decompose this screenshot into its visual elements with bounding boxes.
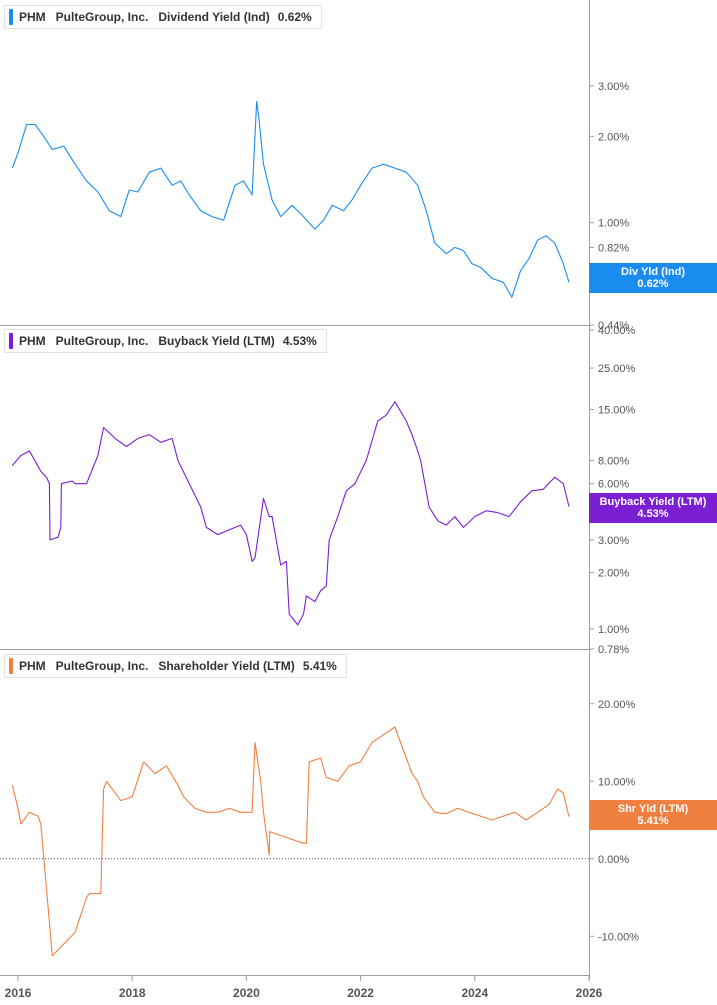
legend-buyback-yield: PHM PulteGroup, Inc. Buyback Yield (LTM)…: [4, 329, 327, 353]
legend-ticker: PHM: [19, 659, 46, 673]
x-tick-label: 2018: [119, 986, 146, 1000]
y-tick-label: 0.00%: [598, 854, 629, 866]
x-tick-label: 2016: [5, 986, 32, 1000]
shareholder-yield-badge: Shr Yld (LTM) 5.41%: [589, 800, 717, 830]
legend-dividend-yield: PHM PulteGroup, Inc. Dividend Yield (Ind…: [4, 5, 322, 29]
legend-metric: Dividend Yield (Ind): [158, 10, 270, 24]
y-tick-label: 3.00%: [598, 81, 629, 93]
legend-company: PulteGroup, Inc.: [55, 334, 149, 348]
y-tick-label: 6.00%: [598, 479, 629, 491]
legend-shareholder-yield: PHM PulteGroup, Inc. Shareholder Yield (…: [4, 654, 347, 678]
badge-value: 5.41%: [637, 815, 669, 827]
y-tick-label: 2.00%: [598, 568, 629, 580]
legend-metric: Shareholder Yield (LTM): [158, 659, 295, 673]
badge-value: 0.62%: [637, 278, 669, 290]
legend-ticker: PHM: [19, 10, 46, 24]
x-tick-label: 2026: [576, 986, 603, 1000]
y-tick-label: 2.00%: [598, 131, 629, 143]
y-tick-label: 20.00%: [598, 699, 636, 711]
x-tick-label: 2024: [461, 986, 488, 1000]
y-tick-label: 8.00%: [598, 455, 629, 467]
y-tick-label: 15.00%: [598, 404, 636, 416]
legend-company: PulteGroup, Inc.: [55, 659, 149, 673]
y-tick-label: 3.00%: [598, 535, 629, 547]
badge-label: Buyback Yield (LTM): [599, 496, 707, 508]
y-tick-label: 0.44%: [598, 320, 629, 332]
legend-color-swatch: [9, 333, 13, 349]
y-tick-label: 0.78%: [598, 644, 629, 656]
badge-label: Shr Yld (LTM): [617, 803, 689, 815]
y-tick-label: -10.00%: [598, 931, 639, 943]
y-tick-label: 0.82%: [598, 242, 629, 254]
legend-color-swatch: [9, 658, 13, 674]
badge-value: 4.53%: [637, 508, 669, 520]
buyback-yield-badge: Buyback Yield (LTM) 4.53%: [589, 493, 717, 523]
legend-value: 5.41%: [302, 659, 337, 673]
y-tick-label: 40.00%: [598, 325, 636, 337]
x-tick-label: 2020: [233, 986, 260, 1000]
legend-ticker: PHM: [19, 334, 46, 348]
x-tick-label: 2022: [347, 986, 374, 1000]
y-tick-label: 1.00%: [598, 218, 629, 230]
legend-color-swatch: [9, 9, 13, 25]
series-line: [11, 100, 570, 298]
legend-metric: Buyback Yield (LTM): [158, 334, 275, 348]
y-tick-label: 10.00%: [598, 776, 636, 788]
dividend-yield-badge: Div Yld (Ind) 0.62%: [589, 263, 717, 293]
series-line: [11, 401, 570, 626]
legend-company: PulteGroup, Inc.: [55, 10, 149, 24]
y-tick-label: 1.00%: [598, 624, 629, 636]
series-line: [11, 726, 570, 957]
y-tick-label: 25.00%: [598, 363, 636, 375]
legend-value: 4.53%: [282, 334, 317, 348]
legend-value: 0.62%: [277, 10, 312, 24]
badge-label: Div Yld (Ind): [621, 266, 685, 278]
